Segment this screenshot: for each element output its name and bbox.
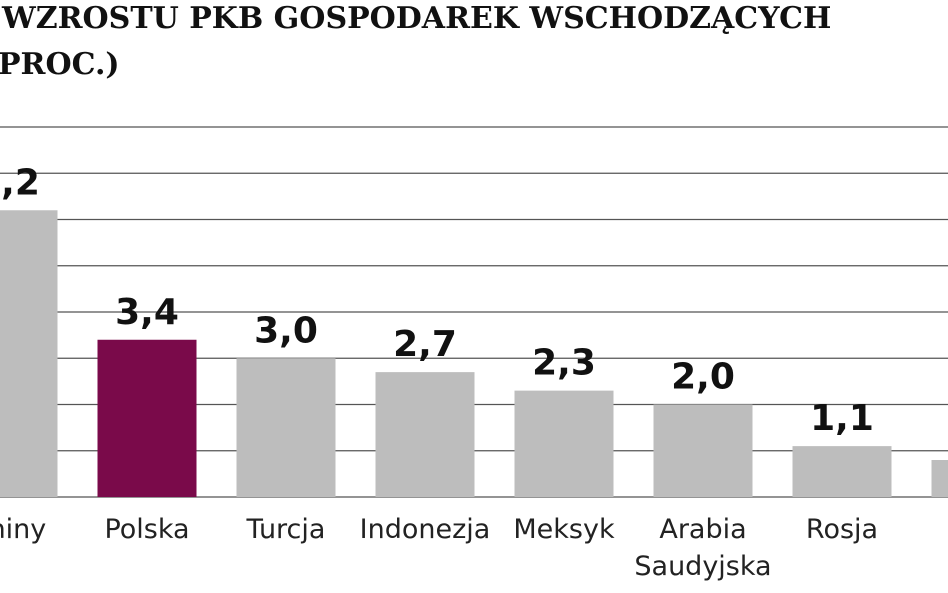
bar bbox=[0, 210, 58, 497]
x-tick-label: Chiny bbox=[0, 514, 46, 545]
value-label: 3,0 bbox=[254, 310, 318, 351]
bar bbox=[514, 390, 614, 497]
value-label: 3,4 bbox=[115, 292, 179, 333]
x-tick-label: Indonezja bbox=[360, 514, 491, 545]
bar bbox=[375, 372, 475, 497]
chart-subtitle: PROC.) bbox=[0, 47, 120, 82]
bar bbox=[931, 460, 948, 497]
bar bbox=[792, 446, 892, 497]
x-tick-label: Rosja bbox=[806, 514, 878, 545]
value-label: 6,2 bbox=[0, 162, 40, 203]
x-tick-label: Meksyk bbox=[513, 514, 615, 545]
bar bbox=[653, 404, 753, 497]
value-label: 1,1 bbox=[810, 398, 874, 439]
value-label: 2,3 bbox=[532, 343, 596, 384]
bar bbox=[236, 358, 336, 497]
chart-title: WZROSTU PKB GOSPODAREK WSCHODZĄCYCH bbox=[1, 1, 831, 36]
value-label: 2,0 bbox=[671, 357, 735, 398]
x-tick-label: Polska bbox=[104, 514, 189, 545]
value-label: 2,7 bbox=[393, 324, 457, 365]
x-tick-label: Arabia Saudyjska bbox=[634, 514, 771, 582]
x-tick-label: Turcja bbox=[246, 514, 326, 545]
bar bbox=[97, 339, 197, 497]
